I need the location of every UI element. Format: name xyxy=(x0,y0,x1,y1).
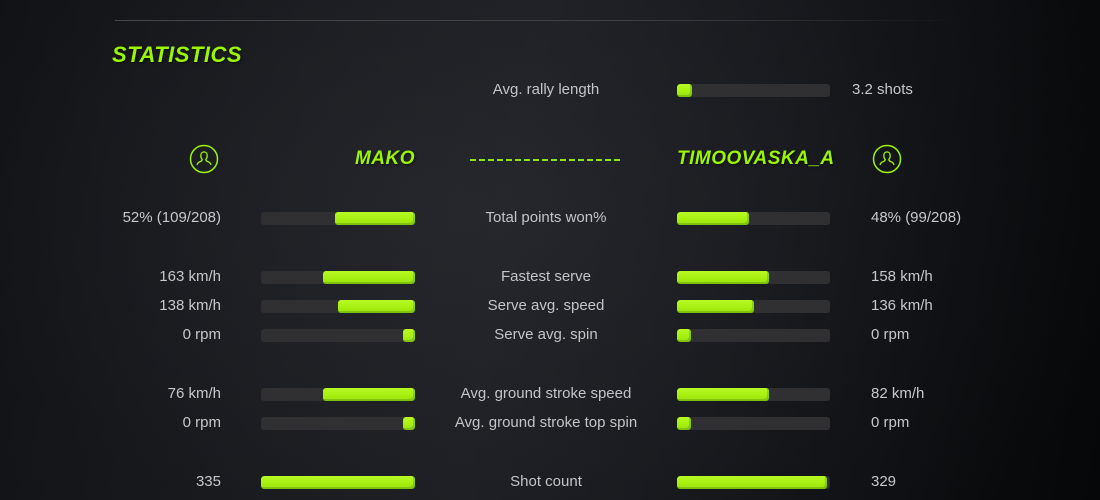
stat-bar-right-track xyxy=(677,212,830,225)
stat-bar-right-track xyxy=(677,271,830,284)
stat-row: 335 Shot count 329 xyxy=(0,468,1100,496)
rally-length-value: 3.2 shots xyxy=(852,81,913,98)
stat-value-right: 329 xyxy=(871,473,897,490)
stat-row: 76 km/h Avg. ground stroke speed 82 km/h xyxy=(0,380,1100,408)
stat-bar-right-fill xyxy=(677,476,827,489)
stat-label: Serve avg. speed xyxy=(487,297,605,314)
stat-bar-left-track xyxy=(261,476,415,489)
stat-row: 163 km/h Fastest serve 158 km/h xyxy=(0,263,1100,291)
stat-value-left: 0 rpm xyxy=(182,326,221,343)
stat-value-right: 82 km/h xyxy=(871,385,925,402)
stat-bar-right-fill xyxy=(677,388,769,401)
player-right-name: TIMOOVASKA_A xyxy=(677,148,835,169)
stat-bar-right-fill xyxy=(677,329,691,342)
stat-bar-right-track xyxy=(677,300,830,313)
stat-label: Fastest serve xyxy=(500,268,592,285)
stat-row: 52% (109/208) Total points won% 48% (99/… xyxy=(0,204,1100,232)
stat-label: Shot count xyxy=(510,473,582,490)
stat-value-left: 335 xyxy=(195,473,221,490)
stat-row: 138 km/h Serve avg. speed 136 km/h xyxy=(0,292,1100,320)
stat-bar-left-track xyxy=(261,329,415,342)
stat-bar-right-fill xyxy=(677,271,769,284)
stat-bar-right-track xyxy=(677,476,830,489)
stat-label: Avg. ground stroke speed xyxy=(460,385,632,402)
player-left-name: MAKO xyxy=(354,148,415,169)
player-right-avatar-icon xyxy=(872,144,902,174)
stat-bar-left-track xyxy=(261,212,415,225)
rally-length-label: Avg. rally length xyxy=(492,81,600,98)
stat-bar-left-fill xyxy=(338,300,415,313)
stat-row: 0 rpm Avg. ground stroke top spin 0 rpm xyxy=(0,409,1100,437)
stat-bar-left-track xyxy=(261,300,415,313)
stat-row: 0 rpm Serve avg. spin 0 rpm xyxy=(0,321,1100,349)
stat-bar-left-fill xyxy=(261,476,415,489)
rally-length-row: Avg. rally length 3.2 shots xyxy=(0,76,1100,104)
stat-value-right: 0 rpm xyxy=(871,326,910,343)
stat-bar-left-track xyxy=(261,417,415,430)
stat-value-left: 76 km/h xyxy=(167,385,221,402)
stat-bar-left-track xyxy=(261,271,415,284)
stat-value-left: 0 rpm xyxy=(182,414,221,431)
stat-bar-right-track xyxy=(677,329,830,342)
stat-value-left: 52% (109/208) xyxy=(122,209,221,226)
page-title: STATISTICS xyxy=(112,42,243,67)
stat-value-right: 0 rpm xyxy=(871,414,910,431)
players-dashed-divider xyxy=(470,159,622,161)
stat-bar-left-fill xyxy=(402,417,415,430)
stat-bar-left-fill xyxy=(322,271,415,284)
stat-bar-left-fill xyxy=(334,212,415,225)
stat-label: Serve avg. spin xyxy=(494,326,598,343)
stat-bar-right-track xyxy=(677,417,830,430)
top-divider-line xyxy=(115,20,965,21)
stat-bar-right-fill xyxy=(677,300,754,313)
stat-value-right: 136 km/h xyxy=(871,297,933,314)
rally-bar-fill xyxy=(677,84,693,97)
stat-bar-left-fill xyxy=(322,388,415,401)
stat-value-right: 48% (99/208) xyxy=(871,209,962,226)
stat-value-right: 158 km/h xyxy=(871,268,933,285)
stat-bar-right-fill xyxy=(677,212,749,225)
players-header: MAKO TIMOOVASKA_A xyxy=(0,144,1100,176)
stat-value-left: 138 km/h xyxy=(159,297,221,314)
player-left-avatar-icon xyxy=(189,144,219,174)
stat-bar-left-track xyxy=(261,388,415,401)
rally-bar-track xyxy=(677,84,830,97)
stat-value-left: 163 km/h xyxy=(159,268,221,285)
stat-bar-right-fill xyxy=(677,417,691,430)
stat-bar-right-track xyxy=(677,388,830,401)
stat-label: Avg. ground stroke top spin xyxy=(454,414,638,431)
stat-label: Total points won% xyxy=(485,209,607,226)
stat-bar-left-fill xyxy=(402,329,415,342)
